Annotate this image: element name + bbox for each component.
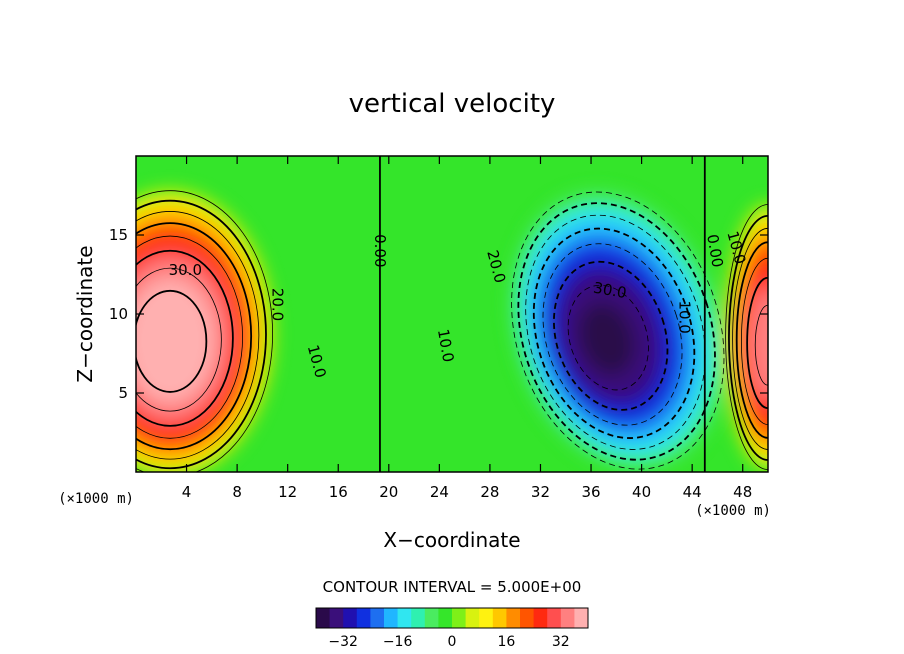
x-tick-label: 24	[430, 483, 449, 501]
contour-interval-text: CONTOUR INTERVAL = 5.000E+00	[323, 578, 582, 596]
y-axis-ticks: 5 10 15	[109, 226, 768, 402]
contour-positive	[136, 235, 243, 439]
contour-positive	[136, 199, 267, 470]
colorbar-swatch	[356, 608, 371, 628]
colorbar-swatch	[506, 608, 521, 628]
contour-positive	[136, 267, 222, 412]
x-tick-label: 44	[683, 483, 702, 501]
contour-positive	[136, 211, 260, 460]
colorbar-swatch	[492, 608, 507, 628]
contour-label: 10.0	[434, 328, 458, 364]
field-level	[144, 306, 196, 379]
contour-negative	[532, 227, 696, 439]
colorbar-swatch	[384, 608, 399, 628]
y-tick-label: 15	[109, 226, 128, 244]
colorbar-tick-label: 16	[497, 634, 515, 650]
contour-label-text: 0.00	[703, 233, 727, 269]
contour-positive	[746, 276, 768, 410]
x-unit-left: (×1000 m)	[58, 491, 134, 507]
contour-positive	[136, 222, 253, 451]
colorbar-tick-label: −32	[328, 634, 358, 650]
colorbar-swatch	[479, 608, 494, 628]
x-tick-label: 32	[531, 483, 550, 501]
colorbar-frame	[315, 607, 589, 629]
colorbar-swatch	[533, 608, 548, 628]
contour-label: 30.0	[592, 279, 628, 303]
contour-label: 0.00	[703, 233, 727, 269]
contour-label: 20.0	[269, 288, 287, 321]
contour-positive	[136, 190, 273, 472]
x-unit-right: (×1000 m)	[695, 503, 771, 519]
contour-negative	[525, 214, 706, 450]
contour-negative	[517, 202, 716, 461]
colorbar-swatch	[343, 608, 358, 628]
colorbar-ticks: −32 −16 0 16 32	[328, 634, 569, 650]
contour-label-text: 30.0	[169, 261, 202, 279]
contour-label-text: 20.0	[269, 288, 287, 321]
contour-positive	[732, 227, 768, 450]
y-tick-label: 5	[118, 384, 128, 402]
contour-positive	[740, 257, 768, 425]
contour-positive	[136, 249, 234, 427]
colorbar-swatch	[438, 608, 453, 628]
y-tick-label: 10	[109, 305, 128, 323]
colorbar-swatch	[411, 608, 426, 628]
contour-label: 30.0	[169, 261, 202, 279]
x-tick-label: 12	[278, 483, 297, 501]
colorbar-swatch	[397, 608, 412, 628]
colorbar-swatch	[547, 608, 562, 628]
x-tick-label: 40	[632, 483, 651, 501]
x-axis-ticks: 4 8 12 16 20 24 28 32 36 40 44 48	[182, 156, 752, 501]
x-tick-label: 8	[232, 483, 242, 501]
contour-positive	[136, 289, 208, 393]
contour-label-text: 10.0	[434, 328, 458, 364]
contour-label: 0.00	[371, 234, 389, 267]
y-axis-label: Z−coordinate	[73, 245, 97, 382]
contour-negative	[511, 191, 725, 470]
colorbar-swatch	[574, 608, 589, 628]
contour-positive	[735, 241, 768, 439]
colorbar	[315, 607, 589, 629]
colorbar-tick-label: 0	[448, 634, 457, 650]
colorbar-tick-label: −16	[383, 634, 413, 650]
colorbar-swatch	[329, 608, 344, 628]
colorbar-swatch	[465, 608, 480, 628]
x-tick-label: 28	[480, 483, 499, 501]
colorbar-swatch	[424, 608, 439, 628]
chart-title: vertical velocity	[349, 89, 556, 119]
contour-label-text: 30.0	[592, 279, 628, 303]
contour-lines	[136, 156, 768, 472]
contour-negative	[553, 260, 669, 411]
x-tick-label: 20	[379, 483, 398, 501]
colorbar-swatch	[560, 608, 575, 628]
colorbar-swatch	[316, 608, 331, 628]
contour-label: 10.0	[676, 300, 694, 333]
colorbar-swatch	[452, 608, 467, 628]
field-level	[755, 305, 768, 386]
contour-negative	[542, 243, 683, 426]
contour-label-text: 10.0	[676, 300, 694, 333]
x-tick-label: 16	[329, 483, 348, 501]
contour-negative	[567, 284, 649, 391]
colorbar-swatch	[370, 608, 385, 628]
x-tick-label: 48	[733, 483, 752, 501]
x-tick-label: 4	[182, 483, 192, 501]
contour-label-text: 0.00	[371, 234, 389, 267]
field-level	[578, 301, 635, 376]
x-tick-label: 36	[581, 483, 600, 501]
colorbar-swatch	[520, 608, 535, 628]
x-axis-label: X−coordinate	[383, 528, 520, 552]
colorbar-tick-label: 32	[552, 634, 570, 650]
